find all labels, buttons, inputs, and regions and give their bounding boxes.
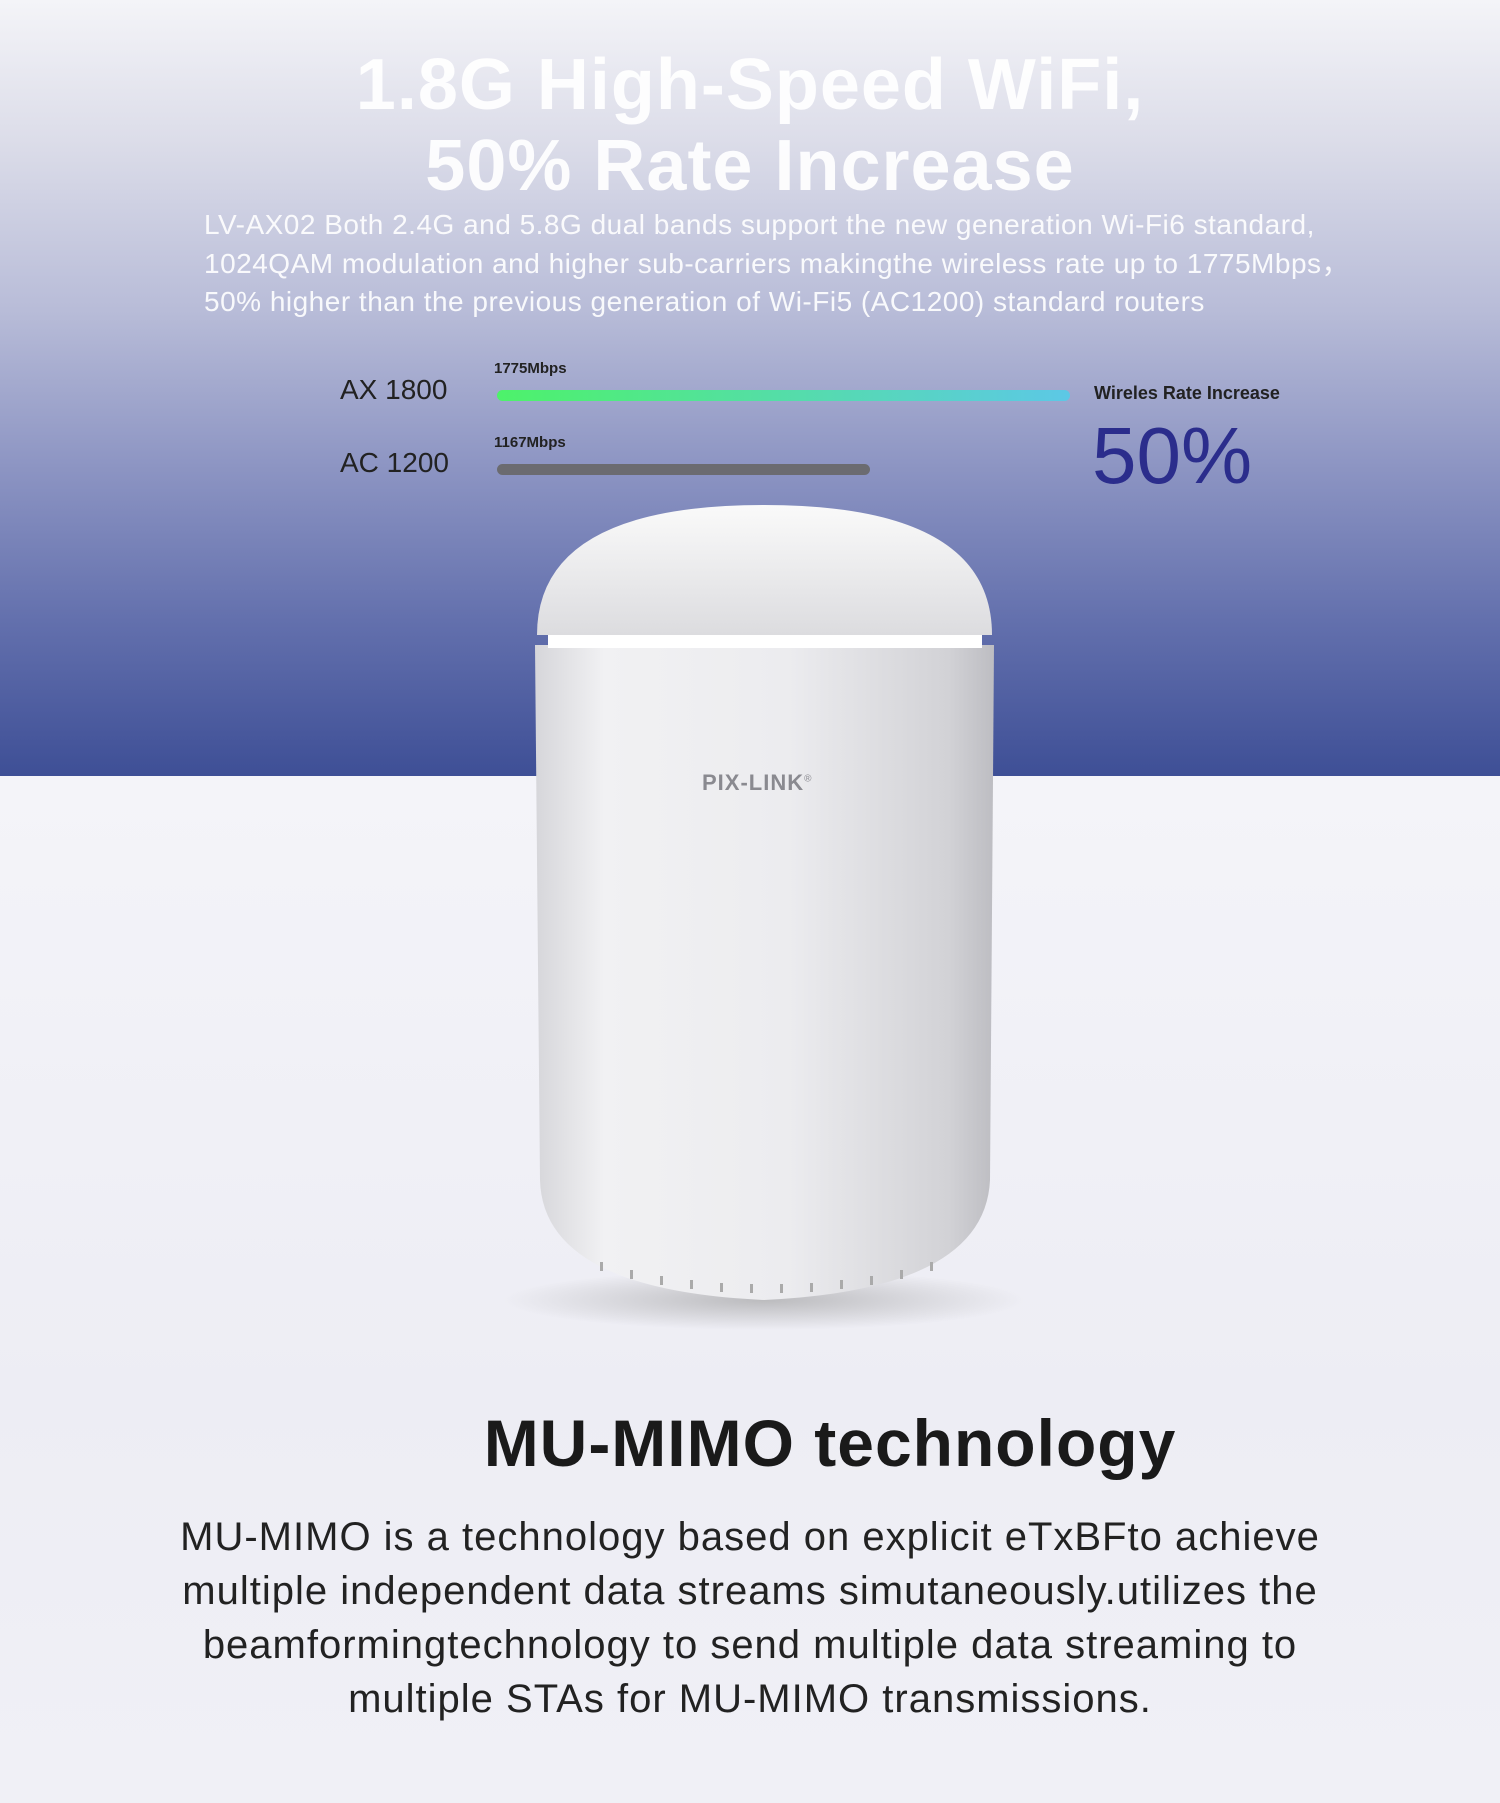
ac1200-value: 1167Mbps	[494, 434, 566, 451]
ax1800-label: AX 1800	[340, 374, 448, 405]
increase-value: 50%	[1092, 411, 1253, 500]
brand-logo: PIX-LINK®	[702, 770, 813, 795]
mumimo-line: beamformingtechnology to send multiple d…	[202, 1623, 1298, 1667]
hero-title-line1: 1.8G High-Speed WiFi,	[355, 45, 1145, 125]
mumimo-line: multiple independent data streams simuta…	[182, 1569, 1318, 1613]
mumimo-heading: MU-MIMO technology	[483, 1406, 1177, 1480]
ac1200-bar	[497, 464, 870, 475]
hero-description: LV-AX02 Both 2.4G and 5.8G dual bands su…	[204, 209, 1351, 317]
mumimo-line: MU-MIMO is a technology based on explici…	[180, 1515, 1320, 1559]
ax1800-value: 1775Mbps	[494, 360, 567, 377]
increase-label: Wireles Rate Increase	[1094, 383, 1280, 403]
hero-title-line2: 50% Rate Increase	[425, 126, 1075, 206]
mumimo-line: multiple STAs for MU-MIMO transmissions.	[348, 1677, 1152, 1721]
ac1200-label: AC 1200	[340, 447, 449, 478]
mumimo-description: MU-MIMO is a technology based on explici…	[60, 1510, 1440, 1726]
ax1800-bar	[497, 390, 1070, 401]
